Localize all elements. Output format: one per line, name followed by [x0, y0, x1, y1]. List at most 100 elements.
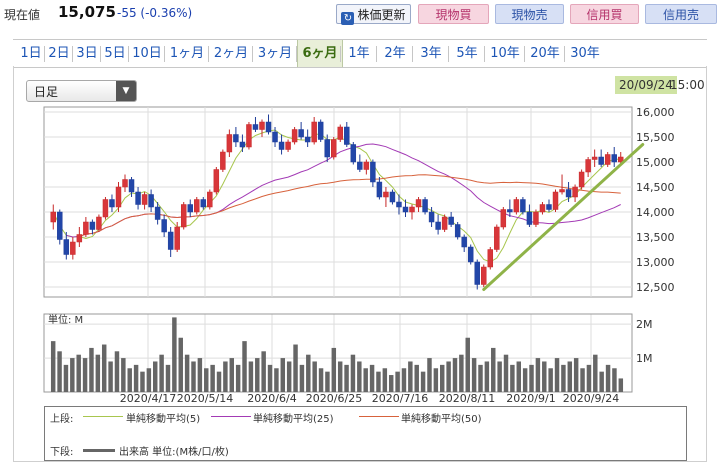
candle — [213, 167, 220, 195]
tab-separator — [412, 46, 413, 62]
candle — [454, 222, 461, 240]
candle-body — [115, 186, 122, 208]
candle — [200, 197, 207, 210]
candle — [272, 127, 278, 147]
candle — [415, 197, 422, 212]
volume-bar — [586, 364, 592, 392]
candle — [291, 127, 298, 145]
tab-period-3[interactable]: 5日 — [104, 46, 126, 61]
margin-sell-button[interactable]: 信用売 — [645, 4, 717, 24]
volume-bar — [242, 341, 247, 392]
candle — [311, 117, 317, 145]
tab-period-7[interactable]: 3ヶ月 — [257, 46, 293, 61]
volume-bar — [172, 317, 177, 392]
candle-body — [102, 199, 109, 218]
volume-bar — [593, 354, 598, 392]
candle-body — [565, 189, 572, 198]
tab-period-9[interactable]: 1年 — [348, 46, 370, 61]
candle — [435, 214, 441, 235]
volume-bar — [57, 351, 62, 392]
candle — [402, 199, 409, 217]
tab-period-8[interactable]: 6ヶ月 — [297, 40, 343, 67]
volume-bar — [299, 364, 305, 392]
candle — [461, 234, 467, 252]
tab-period-0[interactable]: 1日 — [20, 46, 42, 61]
candle-body — [331, 139, 337, 158]
candle-body — [572, 186, 578, 198]
volume-bar — [50, 341, 56, 392]
current-price-value: 15,075 — [58, 3, 116, 21]
volume-bar — [388, 375, 394, 392]
candle-body — [370, 161, 376, 183]
cash-buy-button[interactable]: 現物買 — [418, 4, 489, 24]
candle-body — [161, 219, 167, 233]
candle-body — [180, 204, 187, 228]
x-tick-label: 2020/4/17 — [120, 392, 176, 405]
tab-separator — [296, 46, 297, 62]
margin-buy-button[interactable]: 信用買 — [570, 4, 639, 24]
candle-body — [526, 211, 533, 225]
candle — [350, 142, 357, 165]
candle — [585, 157, 591, 177]
volume-bar — [133, 364, 139, 392]
tab-separator — [128, 46, 129, 62]
volume-bar — [580, 368, 585, 392]
candle-body — [83, 221, 89, 235]
tab-period-6[interactable]: 2ヶ月 — [213, 46, 249, 61]
tab-separator — [252, 46, 253, 62]
candle — [481, 264, 487, 287]
candle-body — [96, 216, 102, 230]
volume-bar — [114, 351, 120, 392]
tab-period-5[interactable]: 1ヶ月 — [169, 46, 205, 61]
candle — [298, 122, 304, 140]
cash-sell-button[interactable]: 現物売 — [495, 4, 564, 24]
candle — [539, 202, 546, 215]
period-tab-bar: 1日 2日 3日 5日 10日 1ヶ月 2ヶ月 3ヶ月 6ヶ月 1年 2年 3年 5年 10年 20年 30年 — [13, 39, 707, 68]
candle — [357, 154, 363, 172]
volume-bar — [146, 368, 152, 392]
tab-period-11[interactable]: 3年 — [420, 46, 442, 61]
candle-body — [272, 131, 278, 143]
candle-body — [487, 249, 494, 268]
candle-body — [220, 151, 226, 170]
candle — [474, 259, 480, 290]
candle — [50, 204, 56, 230]
y-tick-label: 15,500 — [636, 131, 675, 144]
volume-bar — [280, 358, 286, 392]
interval-select[interactable] — [26, 80, 137, 102]
volume-bar — [420, 371, 426, 392]
tab-period-13[interactable]: 10年 — [490, 46, 520, 61]
tab-period-14[interactable]: 20年 — [530, 46, 560, 61]
volume-bar — [350, 354, 356, 392]
volume-bar — [191, 361, 196, 392]
chevron-down-icon[interactable]: ▼ — [116, 81, 136, 101]
candle — [141, 192, 148, 210]
candle — [304, 129, 311, 147]
candle-body — [135, 191, 141, 205]
volume-bar — [204, 368, 209, 392]
refresh-price-button[interactable]: ↻ 株価更新 — [336, 4, 411, 25]
volume-y-tick-label: 2M — [636, 318, 653, 331]
tab-period-10[interactable]: 2年 — [384, 46, 406, 61]
candle — [618, 152, 624, 165]
candle — [324, 134, 330, 162]
candle-body — [513, 199, 520, 213]
tab-period-15[interactable]: 30年 — [570, 46, 600, 61]
tab-period-4[interactable]: 10日 — [132, 46, 162, 61]
candle-body — [344, 126, 350, 145]
volume-bar — [491, 347, 496, 392]
candle — [76, 227, 83, 247]
candle-body — [57, 211, 63, 240]
tab-period-2[interactable]: 3日 — [76, 46, 98, 61]
candle-body — [141, 194, 148, 205]
tab-separator — [564, 46, 565, 62]
candle — [552, 189, 559, 212]
candle — [109, 194, 115, 212]
volume-bar — [369, 364, 375, 392]
tab-period-1[interactable]: 2日 — [48, 46, 70, 61]
volume-bar — [535, 358, 541, 392]
candle — [122, 174, 128, 192]
tab-period-12[interactable]: 5年 — [456, 46, 478, 61]
volume-bar — [331, 347, 337, 392]
